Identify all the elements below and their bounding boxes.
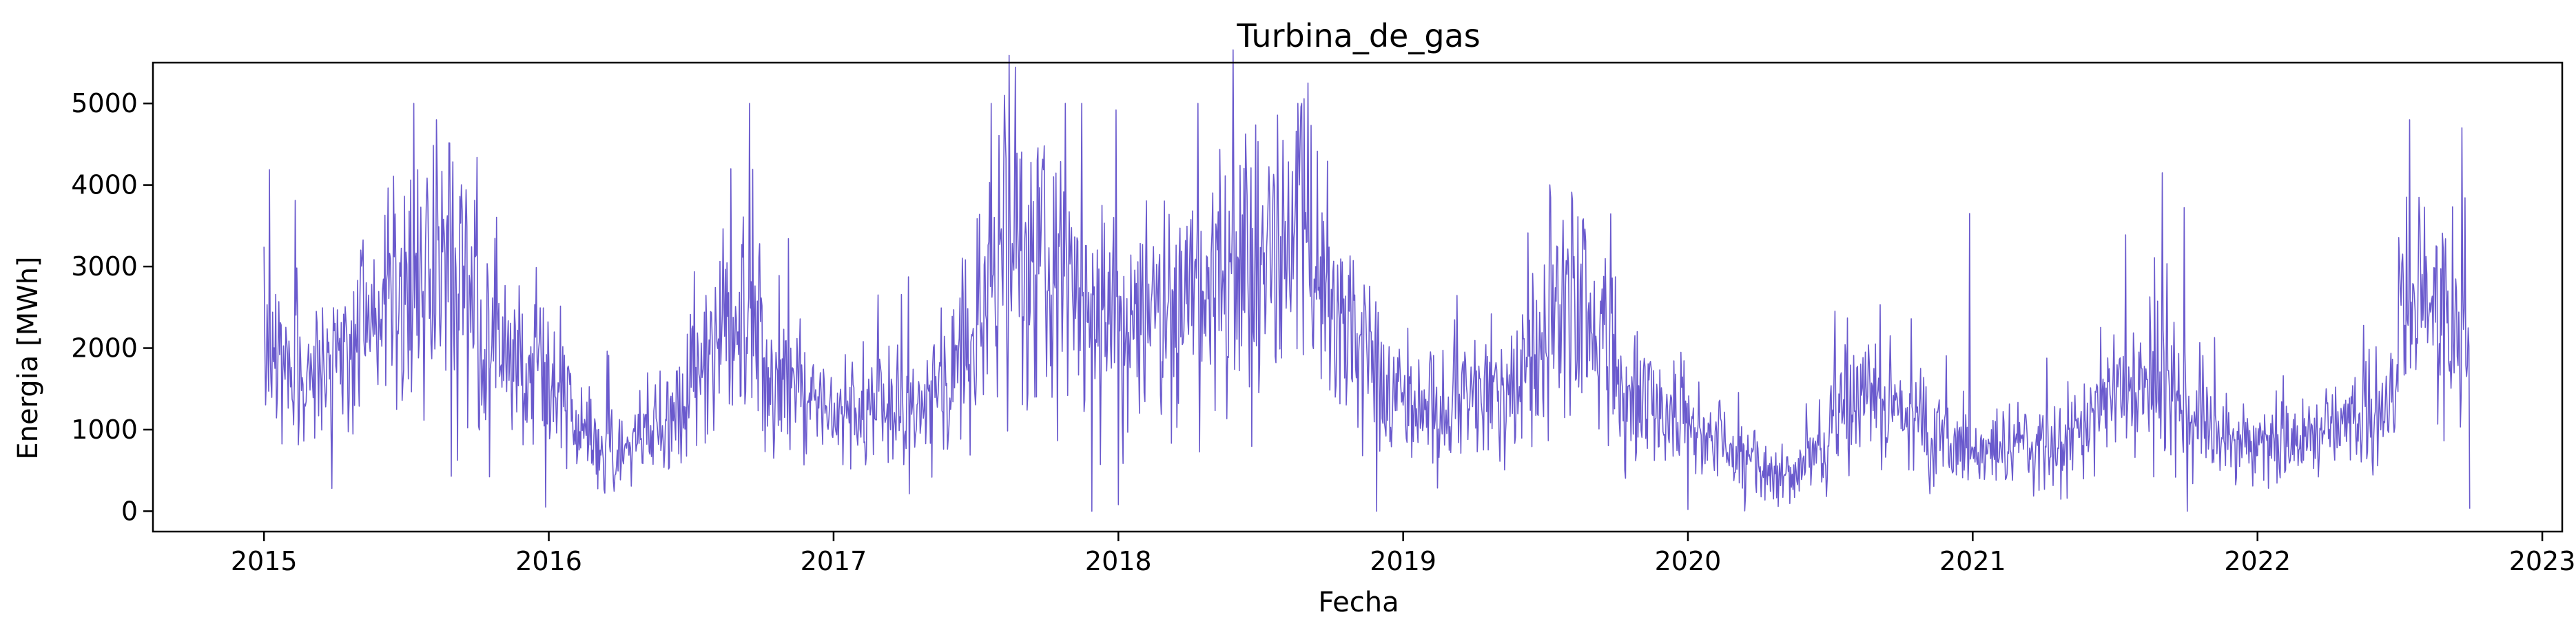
y-axis: 0 1000 2000 3000 4000 5000 [71, 88, 153, 526]
chart-title: Turbina_de_gas [1236, 17, 1480, 54]
x-tick-label: 2023 [2509, 546, 2576, 576]
series-line [263, 49, 2471, 512]
x-tick-label: 2022 [2224, 546, 2291, 576]
y-tick-label: 2000 [71, 333, 138, 364]
x-tick-label: 2017 [801, 546, 867, 576]
y-axis-label: Energia [MWh] [12, 256, 44, 459]
x-tick-label: 2018 [1085, 546, 1152, 576]
y-tick-label: 5000 [71, 88, 138, 118]
y-tick-label: 3000 [71, 251, 138, 282]
y-tick-label: 1000 [71, 415, 138, 445]
x-axis: 2015 2016 2017 2018 2019 2020 2021 2022 2023 [231, 532, 2576, 576]
y-tick-label: 4000 [71, 170, 138, 200]
y-tick-label: 0 [121, 496, 138, 526]
plot-frame [152, 61, 2564, 533]
x-tick-label: 2015 [231, 546, 298, 576]
x-tick-label: 2019 [1370, 546, 1436, 576]
plot-area [152, 49, 2564, 533]
x-tick-label: 2021 [1939, 546, 2006, 576]
x-tick-label: 2020 [1655, 546, 1722, 576]
x-axis-label: Fecha [1318, 587, 1399, 618]
x-tick-label: 2016 [515, 546, 582, 576]
